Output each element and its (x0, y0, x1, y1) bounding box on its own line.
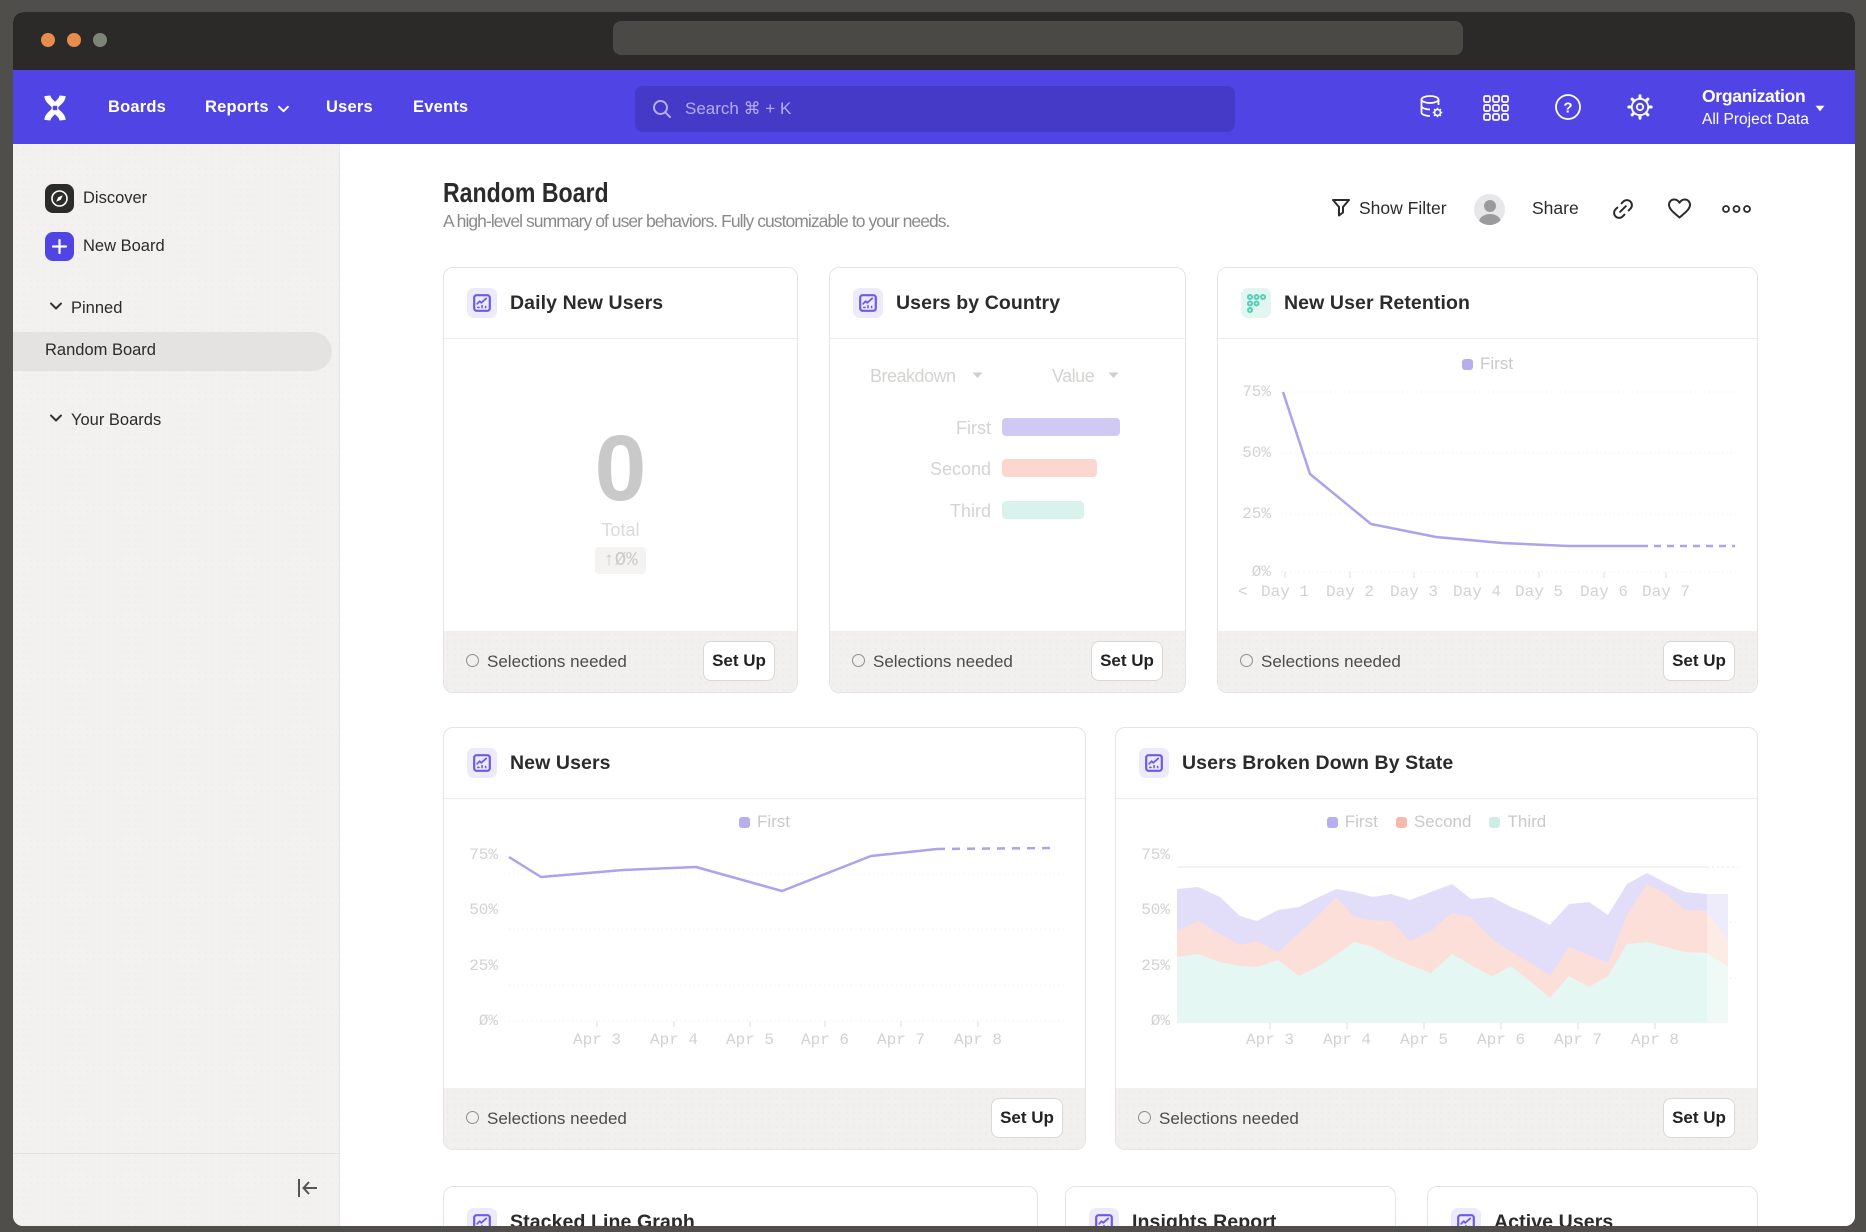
svg-text:?: ? (1563, 100, 1572, 117)
